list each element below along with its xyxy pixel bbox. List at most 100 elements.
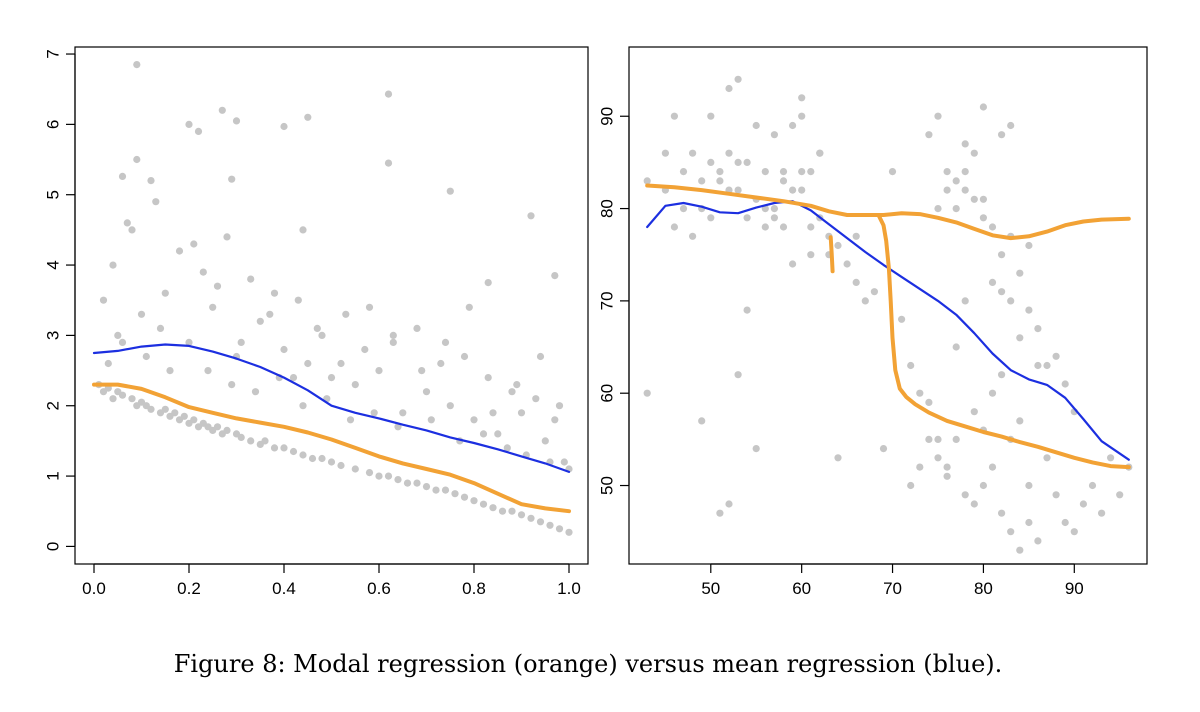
right-data-point <box>934 205 942 213</box>
left-data-point <box>147 177 155 185</box>
left-data-point <box>247 275 255 283</box>
left-data-point <box>304 359 312 368</box>
left-data-point <box>190 240 198 248</box>
right-regression-lines <box>645 183 1131 470</box>
left-data-point <box>109 261 117 269</box>
left-data-point <box>551 272 559 280</box>
left-data-point <box>218 106 226 114</box>
left-data-point <box>346 416 355 424</box>
right-data-point <box>1007 297 1015 305</box>
right-data-point <box>1116 491 1124 499</box>
right-data-point <box>943 168 951 176</box>
left-data-point <box>327 374 336 382</box>
right-data-point <box>752 445 760 453</box>
right-data-point <box>943 463 951 471</box>
right-data-point <box>743 158 751 166</box>
right-data-point <box>743 214 751 222</box>
left-data-point <box>137 310 146 318</box>
left-data-point <box>232 117 241 125</box>
left-data-point <box>536 518 545 526</box>
right-data-point <box>1061 380 1069 388</box>
left-x-tick-label: 0.2 <box>177 579 201 598</box>
right-data-point <box>852 232 860 240</box>
left-data-point <box>389 331 397 339</box>
left-y-tick-label: 0 <box>44 542 63 551</box>
left-data-point <box>498 507 507 515</box>
left-y-tick-label: 3 <box>44 331 63 340</box>
left-data-point <box>527 212 535 220</box>
left-data-point <box>365 303 374 311</box>
right-data-point <box>925 131 933 139</box>
right-data-point <box>743 306 751 314</box>
right-data-point <box>734 371 742 379</box>
right-data-point <box>698 417 706 425</box>
left-x-tick-label: 1.0 <box>557 579 581 598</box>
left-data-point <box>270 444 279 452</box>
right-data-point <box>852 278 860 286</box>
figure-caption: Figure 8: Modal regression (orange) vers… <box>174 650 1003 678</box>
right-data-point <box>707 112 715 120</box>
left-data-point <box>199 268 207 276</box>
right-data-point <box>643 389 651 397</box>
left-data-point <box>399 409 407 417</box>
left-data-point <box>118 338 127 346</box>
right-data-point <box>961 491 969 499</box>
left-data-point <box>422 388 431 396</box>
right-data-point <box>1043 361 1051 370</box>
right-data-point <box>988 463 997 471</box>
right-data-point <box>834 454 842 462</box>
right-data-point <box>1007 121 1015 130</box>
right-data-point <box>1016 269 1024 277</box>
right-x-tick-label: 50 <box>701 579 720 598</box>
left-data-point <box>280 444 288 452</box>
left-data-point <box>375 472 383 480</box>
right-data-point <box>1025 306 1033 314</box>
right-data-point <box>952 205 960 213</box>
right-data-point <box>643 177 651 185</box>
left-data-point <box>280 345 288 354</box>
left-data-point <box>223 426 231 434</box>
left-data-point <box>270 289 279 297</box>
right-data-point <box>934 435 942 443</box>
left-data-point <box>204 367 212 375</box>
right-data-point <box>761 168 769 176</box>
right-data-point <box>988 278 997 286</box>
left-data-point <box>109 395 117 403</box>
left-data-point <box>546 521 554 529</box>
right-data-point <box>870 288 879 296</box>
right-data-point <box>807 168 815 176</box>
right-data-point <box>734 158 742 166</box>
right-data-point <box>707 214 715 222</box>
right-data-point <box>807 223 815 231</box>
right-data-point <box>834 241 842 250</box>
left-data-point <box>318 331 326 339</box>
right-data-point <box>689 149 697 157</box>
right-y-tick-label: 70 <box>598 291 617 310</box>
left-data-point <box>256 317 264 325</box>
left-data-point <box>337 461 345 470</box>
left-y-tick-label: 1 <box>44 471 63 480</box>
right-data-point <box>725 149 733 157</box>
left-data-point <box>489 504 497 512</box>
left-data-point <box>446 402 454 410</box>
left-data-point <box>190 416 198 424</box>
right-data-point <box>770 131 779 139</box>
right-data-point <box>952 435 960 443</box>
right-data-point <box>1034 361 1042 370</box>
right-data-point <box>998 371 1006 379</box>
left-data-point <box>351 465 359 473</box>
right-data-point <box>843 260 851 268</box>
left-data-point <box>185 338 193 346</box>
left-data-point <box>142 352 150 361</box>
right-data-point <box>707 158 715 166</box>
left-data-point <box>104 359 112 368</box>
right-data-point <box>679 168 688 176</box>
left-y-tick-label: 2 <box>44 401 63 410</box>
right-data-point <box>1007 528 1015 536</box>
right-data-point <box>698 177 706 185</box>
left-x-tick-label: 0.4 <box>272 579 296 598</box>
right-data-point <box>943 472 951 480</box>
left-data-point <box>128 395 136 403</box>
left-data-point <box>228 175 236 183</box>
